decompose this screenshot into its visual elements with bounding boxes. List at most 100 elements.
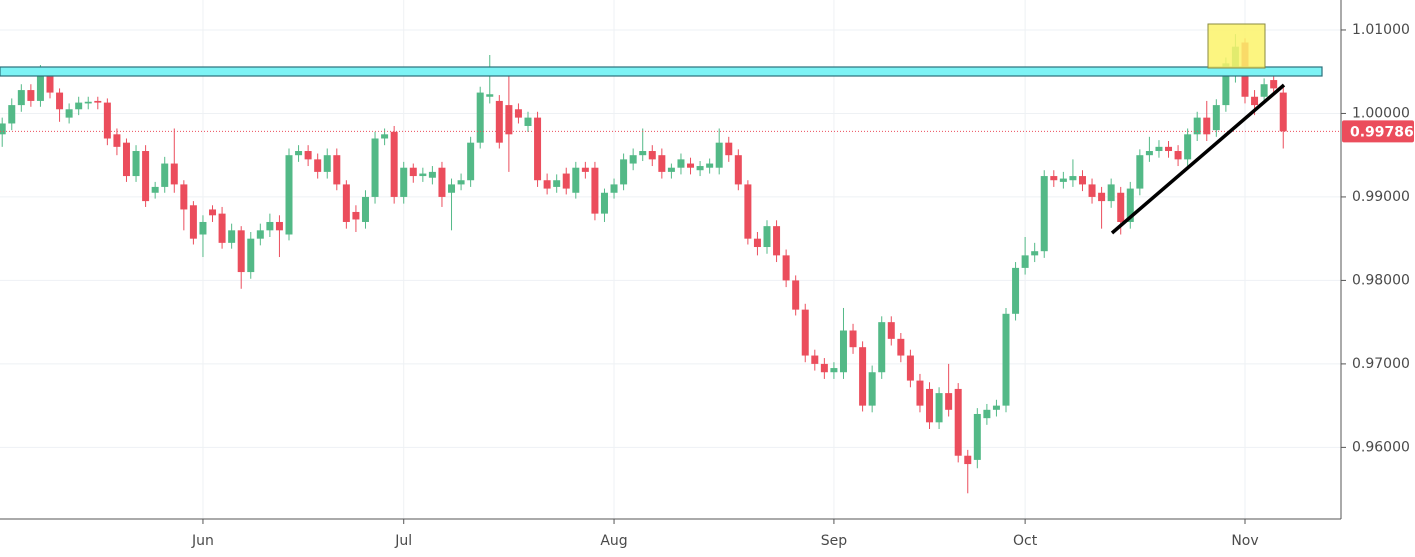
candle-body bbox=[275, 221, 283, 231]
candle-body bbox=[964, 455, 972, 465]
candle-body bbox=[839, 330, 847, 373]
candle-body bbox=[1078, 176, 1086, 185]
candle-body bbox=[199, 221, 207, 235]
candle-body bbox=[916, 380, 924, 406]
candle-body bbox=[992, 405, 1000, 410]
candle-body bbox=[256, 230, 264, 239]
candle-body bbox=[400, 167, 408, 197]
candle-body bbox=[75, 102, 83, 110]
candle-body bbox=[103, 102, 111, 139]
candle-body bbox=[562, 173, 570, 189]
x-tick-label: Sep bbox=[821, 533, 848, 549]
candle-body bbox=[629, 155, 637, 164]
candle-body bbox=[457, 180, 465, 185]
candle-body bbox=[1098, 192, 1106, 202]
candle-body bbox=[1002, 313, 1010, 406]
y-tick-label: 0.98000 bbox=[1352, 272, 1410, 288]
candle-body bbox=[581, 167, 589, 172]
candle-body bbox=[1107, 184, 1115, 202]
candle-body bbox=[744, 184, 752, 239]
candle-body bbox=[151, 186, 159, 193]
candle-body bbox=[1088, 184, 1096, 197]
candle-body bbox=[801, 309, 809, 356]
candle-body bbox=[132, 151, 140, 177]
candle-body bbox=[1059, 178, 1067, 182]
candle-body bbox=[591, 167, 599, 214]
candle-body bbox=[935, 393, 943, 423]
highlight-box bbox=[1207, 23, 1266, 69]
candle-body bbox=[228, 230, 236, 243]
candle-body bbox=[1069, 176, 1077, 181]
candle-body bbox=[524, 117, 532, 126]
candle-body bbox=[1012, 267, 1020, 314]
y-tick-label: 1.00000 bbox=[1352, 105, 1410, 121]
candle-body bbox=[161, 163, 169, 187]
x-tick-label: Jul bbox=[394, 533, 412, 549]
candle-body bbox=[600, 192, 608, 214]
candle-body bbox=[170, 163, 178, 185]
candle-body bbox=[486, 94, 494, 97]
last-price-badge bbox=[1342, 120, 1414, 143]
candle-body bbox=[763, 226, 771, 248]
candle-body bbox=[897, 338, 905, 356]
x-tick-label: Aug bbox=[600, 533, 627, 549]
candle-body bbox=[352, 211, 360, 220]
candle-body bbox=[543, 180, 551, 189]
candle-body bbox=[792, 280, 800, 310]
candle-body bbox=[811, 355, 819, 364]
candle-body bbox=[1260, 84, 1268, 97]
candle-body bbox=[572, 167, 580, 193]
y-tick-label: 0.99000 bbox=[1352, 189, 1410, 205]
candle-body bbox=[1270, 80, 1278, 89]
candle-body bbox=[237, 230, 245, 273]
candle-body bbox=[295, 151, 303, 156]
candle-body bbox=[945, 393, 953, 410]
candle-body bbox=[27, 90, 35, 101]
candle-body bbox=[1155, 146, 1163, 152]
candle-body bbox=[285, 155, 293, 235]
candle-body bbox=[180, 184, 188, 210]
candle-body bbox=[1031, 251, 1039, 256]
candle-body bbox=[696, 166, 704, 171]
candle-body bbox=[361, 196, 369, 222]
candle-body bbox=[849, 330, 857, 348]
candle-body bbox=[1174, 151, 1182, 160]
candle-body bbox=[209, 209, 217, 216]
y-tick-label: 0.96000 bbox=[1352, 439, 1410, 455]
y-tick-label: 1.01000 bbox=[1352, 22, 1410, 38]
candle-body bbox=[926, 388, 934, 423]
candle-body bbox=[218, 213, 226, 243]
candle-body bbox=[390, 131, 398, 197]
candle-body bbox=[782, 255, 790, 281]
x-tick-label: Jun bbox=[191, 533, 214, 549]
candle-body bbox=[247, 238, 255, 273]
candle-body bbox=[983, 409, 991, 419]
candle-body bbox=[495, 100, 503, 143]
candle-body bbox=[639, 151, 647, 156]
candle-body bbox=[189, 205, 197, 239]
candle-body bbox=[428, 171, 436, 178]
candle-body bbox=[887, 322, 895, 339]
candle-body bbox=[94, 100, 102, 103]
last-price-label: 0.99786 bbox=[1350, 124, 1414, 140]
candle-body bbox=[553, 180, 561, 187]
candle-body bbox=[56, 92, 64, 110]
candle-body bbox=[342, 184, 350, 222]
candle-body bbox=[1117, 192, 1125, 222]
candle-body bbox=[753, 238, 761, 248]
candle-body bbox=[371, 138, 379, 197]
candle-body bbox=[438, 167, 446, 197]
candle-body bbox=[65, 109, 73, 118]
candle-body bbox=[534, 117, 542, 181]
candle-body bbox=[1050, 176, 1058, 181]
candle-body bbox=[859, 347, 867, 406]
resistance-zone bbox=[0, 66, 1323, 77]
candle-body bbox=[304, 151, 312, 160]
candle-body bbox=[1279, 92, 1287, 132]
candle-body bbox=[1193, 117, 1201, 135]
candle-body bbox=[906, 355, 914, 381]
candle-body bbox=[1212, 105, 1220, 131]
candle-body bbox=[734, 155, 742, 185]
candle-body bbox=[725, 142, 733, 156]
